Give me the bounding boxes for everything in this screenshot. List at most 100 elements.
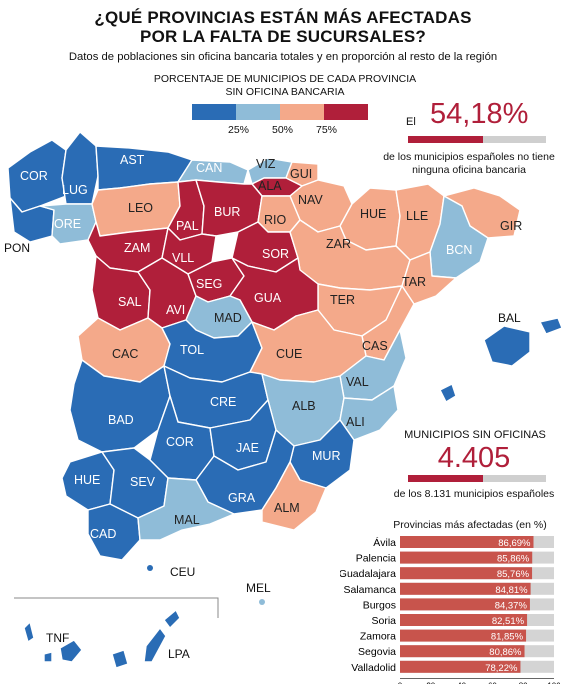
stat1-desc-line-1: de los municipios españoles no tiene <box>383 151 555 163</box>
bar <box>400 551 533 564</box>
stat2-value: 4.405 <box>437 442 511 474</box>
bar-chart: Ávila 86,69% Palencia 85,86% Guadalajara 85,7… <box>340 536 560 684</box>
x-tick-label: 20 <box>426 681 435 684</box>
x-tick-label: 0 <box>398 681 403 684</box>
label-avi: AVI <box>166 303 185 317</box>
label-cac: CAC <box>112 347 138 361</box>
bar-value-label: 80,86% <box>489 647 522 658</box>
label-mel: MEL <box>246 581 271 595</box>
label-tar: TAR <box>402 275 426 289</box>
label-zam: ZAM <box>124 241 150 255</box>
legend-tick-25: 25% <box>228 124 250 136</box>
label-bur: BUR <box>214 205 240 219</box>
bar-value-label: 81,85% <box>491 632 524 643</box>
label-viz: VIZ <box>256 157 276 171</box>
legend-title: PORCENTAJE DE MUNICIPIOS DE CADA PROVINC… <box>120 73 450 99</box>
x-tick-label: 60 <box>488 681 497 684</box>
province-mal[interactable] <box>137 477 235 541</box>
bar <box>400 536 534 548</box>
bar-value-label: 78,22% <box>485 663 518 674</box>
stat2-progress-bar <box>408 475 546 482</box>
melilla-marker <box>259 599 265 605</box>
province-alm[interactable] <box>261 461 327 531</box>
bar <box>400 645 525 658</box>
bar-category-label: Guadalajara <box>340 568 396 580</box>
label-mad: MAD <box>214 311 242 325</box>
province-labels: COR LUG AST ORE PON CAN VIZ GUI ALA NAV … <box>4 153 522 661</box>
province-cad[interactable] <box>87 503 141 561</box>
label-sor: SOR <box>262 247 289 261</box>
label-sal: SAL <box>118 295 142 309</box>
label-zar: ZAR <box>326 237 351 251</box>
label-bcn: BCN <box>446 243 472 257</box>
main-title: ¿QUÉ PROVINCIAS ESTÁN MÁS AFECTADAS POR … <box>0 8 566 46</box>
label-cad: CAD <box>90 527 116 541</box>
stat2-description: de los 8.131 municipios españoles <box>393 488 555 500</box>
label-tol: TOL <box>180 343 204 357</box>
bar-value-label: 86,69% <box>498 538 531 549</box>
label-cor: COR <box>20 169 48 183</box>
label-alb: ALB <box>292 399 316 413</box>
label-ceu: CEU <box>170 565 195 579</box>
label-ali: ALI <box>346 415 365 429</box>
province-tnf-gomera[interactable] <box>43 651 53 663</box>
province-bal-mallorca[interactable] <box>483 325 531 367</box>
label-hue: HUE <box>360 207 386 221</box>
label-lpa: LPA <box>168 647 190 661</box>
province-bad[interactable] <box>69 359 171 453</box>
bar <box>400 629 527 642</box>
legend-swatch-high <box>324 104 368 120</box>
x-tick-label: 80 <box>519 681 528 684</box>
legend-swatch-low <box>192 104 236 120</box>
label-cas: CAS <box>362 339 388 353</box>
label-tnf: TNF <box>46 631 69 645</box>
subtitle: Datos de poblaciones sin oficina bancari… <box>68 51 498 63</box>
province-bal-menorca[interactable] <box>539 317 563 335</box>
label-sev: SEV <box>130 475 156 489</box>
label-pal: PAL <box>176 219 199 233</box>
stat2-progress-fill <box>408 475 483 482</box>
bar-category-label: Zamora <box>360 631 396 643</box>
province-lpa-lanzarote[interactable] <box>163 609 181 629</box>
bar-category-label: Soria <box>371 615 396 627</box>
bar-category-label: Ávila <box>373 536 396 549</box>
province-bal-ibiza[interactable] <box>439 383 457 403</box>
label-alm: ALM <box>274 501 300 515</box>
label-can: CAN <box>196 161 222 175</box>
label-ter: TER <box>330 293 355 307</box>
legend-title-line-2: SIN OFICINA BANCARIA <box>225 86 345 98</box>
label-cor-andalucia: COR <box>166 435 194 449</box>
label-bal: BAL <box>498 311 521 325</box>
label-gui: GUI <box>290 167 312 181</box>
title-line-1: ¿QUÉ PROVINCIAS ESTÁN MÁS AFECTADAS <box>94 8 472 27</box>
chart-title: Provincias más afectadas (en %) <box>393 519 547 531</box>
province-tnf-tenerife[interactable] <box>59 639 83 663</box>
stat2-label: MUNICIPIOS SIN OFICINAS <box>404 429 546 441</box>
label-ala: ALA <box>258 179 282 193</box>
label-gir: GIR <box>500 219 522 233</box>
ceuta-marker <box>147 565 153 571</box>
label-val: VAL <box>346 375 369 389</box>
bar-category-label: Salamanca <box>343 584 396 596</box>
label-leo: LEO <box>128 201 153 215</box>
label-rio: RIO <box>264 213 287 227</box>
bar <box>400 598 530 611</box>
bar-category-label: Valladolid <box>351 662 396 674</box>
province-tnf-palma[interactable] <box>23 621 35 643</box>
bar <box>400 660 521 673</box>
label-ast: AST <box>120 153 145 167</box>
legend-swatch-mid-high <box>280 104 324 120</box>
stat1-desc-line-2: ninguna oficina bancaria <box>412 164 526 176</box>
label-mur: MUR <box>312 449 340 463</box>
bar-value-label: 85,86% <box>497 554 530 565</box>
bar <box>400 614 528 626</box>
bar-value-label: 84,37% <box>495 600 528 611</box>
province-lpa-fuerteventura[interactable] <box>143 627 167 663</box>
province-lug[interactable] <box>61 131 99 205</box>
bar <box>400 567 533 580</box>
stat1-prefix: El <box>406 116 416 128</box>
province-lpa-grancanaria[interactable] <box>111 649 129 669</box>
canary-inset-frame <box>14 597 219 618</box>
legend-title-line-1: PORCENTAJE DE MUNICIPIOS DE CADA PROVINC… <box>153 73 417 85</box>
label-ore: ORE <box>54 217 81 231</box>
